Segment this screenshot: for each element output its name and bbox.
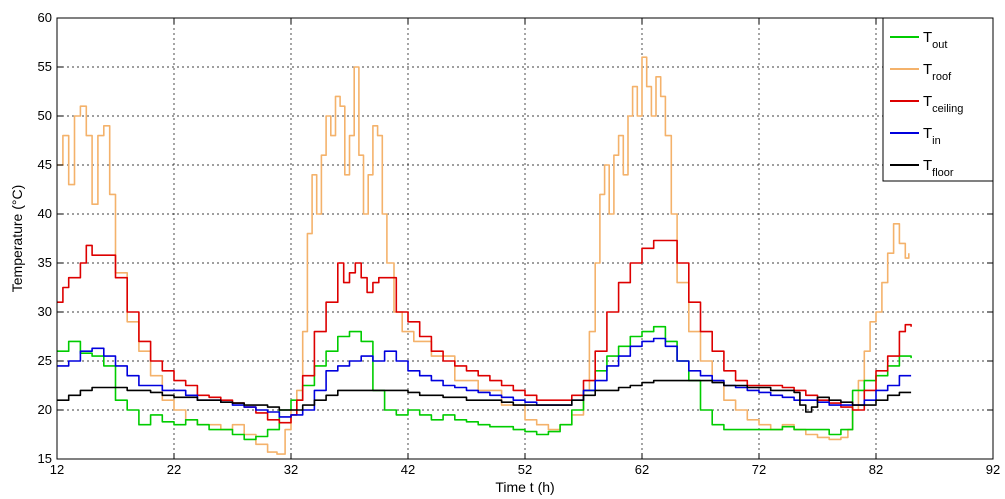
x-tick-label: 52 [518, 462, 532, 477]
series-layer [57, 56, 912, 455]
y-tick-label: 35 [38, 255, 52, 270]
legend-entry-roof: Troof [923, 61, 952, 83]
legend-entry-out: Tout [923, 29, 947, 51]
y-axis-label: Temperature (°C) [9, 185, 25, 293]
x-axis-label: Time t (h) [495, 479, 554, 495]
y-tick-label: 45 [38, 157, 52, 172]
y-tick-label: 30 [38, 304, 52, 319]
x-tick-label: 62 [635, 462, 649, 477]
series-line-ceiling [57, 239, 912, 424]
legend-entry-floor: Tfloor [923, 157, 954, 179]
x-tick-label: 22 [167, 462, 181, 477]
series-line-in [57, 337, 912, 418]
series-line-floor [57, 379, 912, 413]
x-tick-label: 72 [752, 462, 766, 477]
x-tick-label: 92 [986, 462, 1000, 477]
y-tick-label: 15 [38, 451, 52, 466]
y-tick-label: 50 [38, 108, 52, 123]
y-tick-label: 25 [38, 353, 52, 368]
x-tick-label: 32 [284, 462, 298, 477]
grid-lines [57, 18, 993, 459]
y-tick-label: 20 [38, 402, 52, 417]
legend: Tout Troof Tceiling Tin Tfloor [882, 17, 994, 182]
legend-entry-in: Tin [923, 125, 941, 147]
x-tick-label: 12 [50, 462, 64, 477]
series-line-out [57, 325, 912, 441]
legend-entry-ceiling: Tceiling [923, 93, 963, 115]
y-tick-label: 60 [38, 10, 52, 25]
tick-labels: 12 22 32 42 52 62 72 82 92 15 20 25 30 35 40 45 50 55 60 [38, 10, 1001, 477]
x-tick-label: 82 [869, 462, 883, 477]
y-tick-label: 55 [38, 59, 52, 74]
x-tick-label: 42 [401, 462, 415, 477]
y-tick-label: 40 [38, 206, 52, 221]
legend-box [882, 17, 994, 182]
